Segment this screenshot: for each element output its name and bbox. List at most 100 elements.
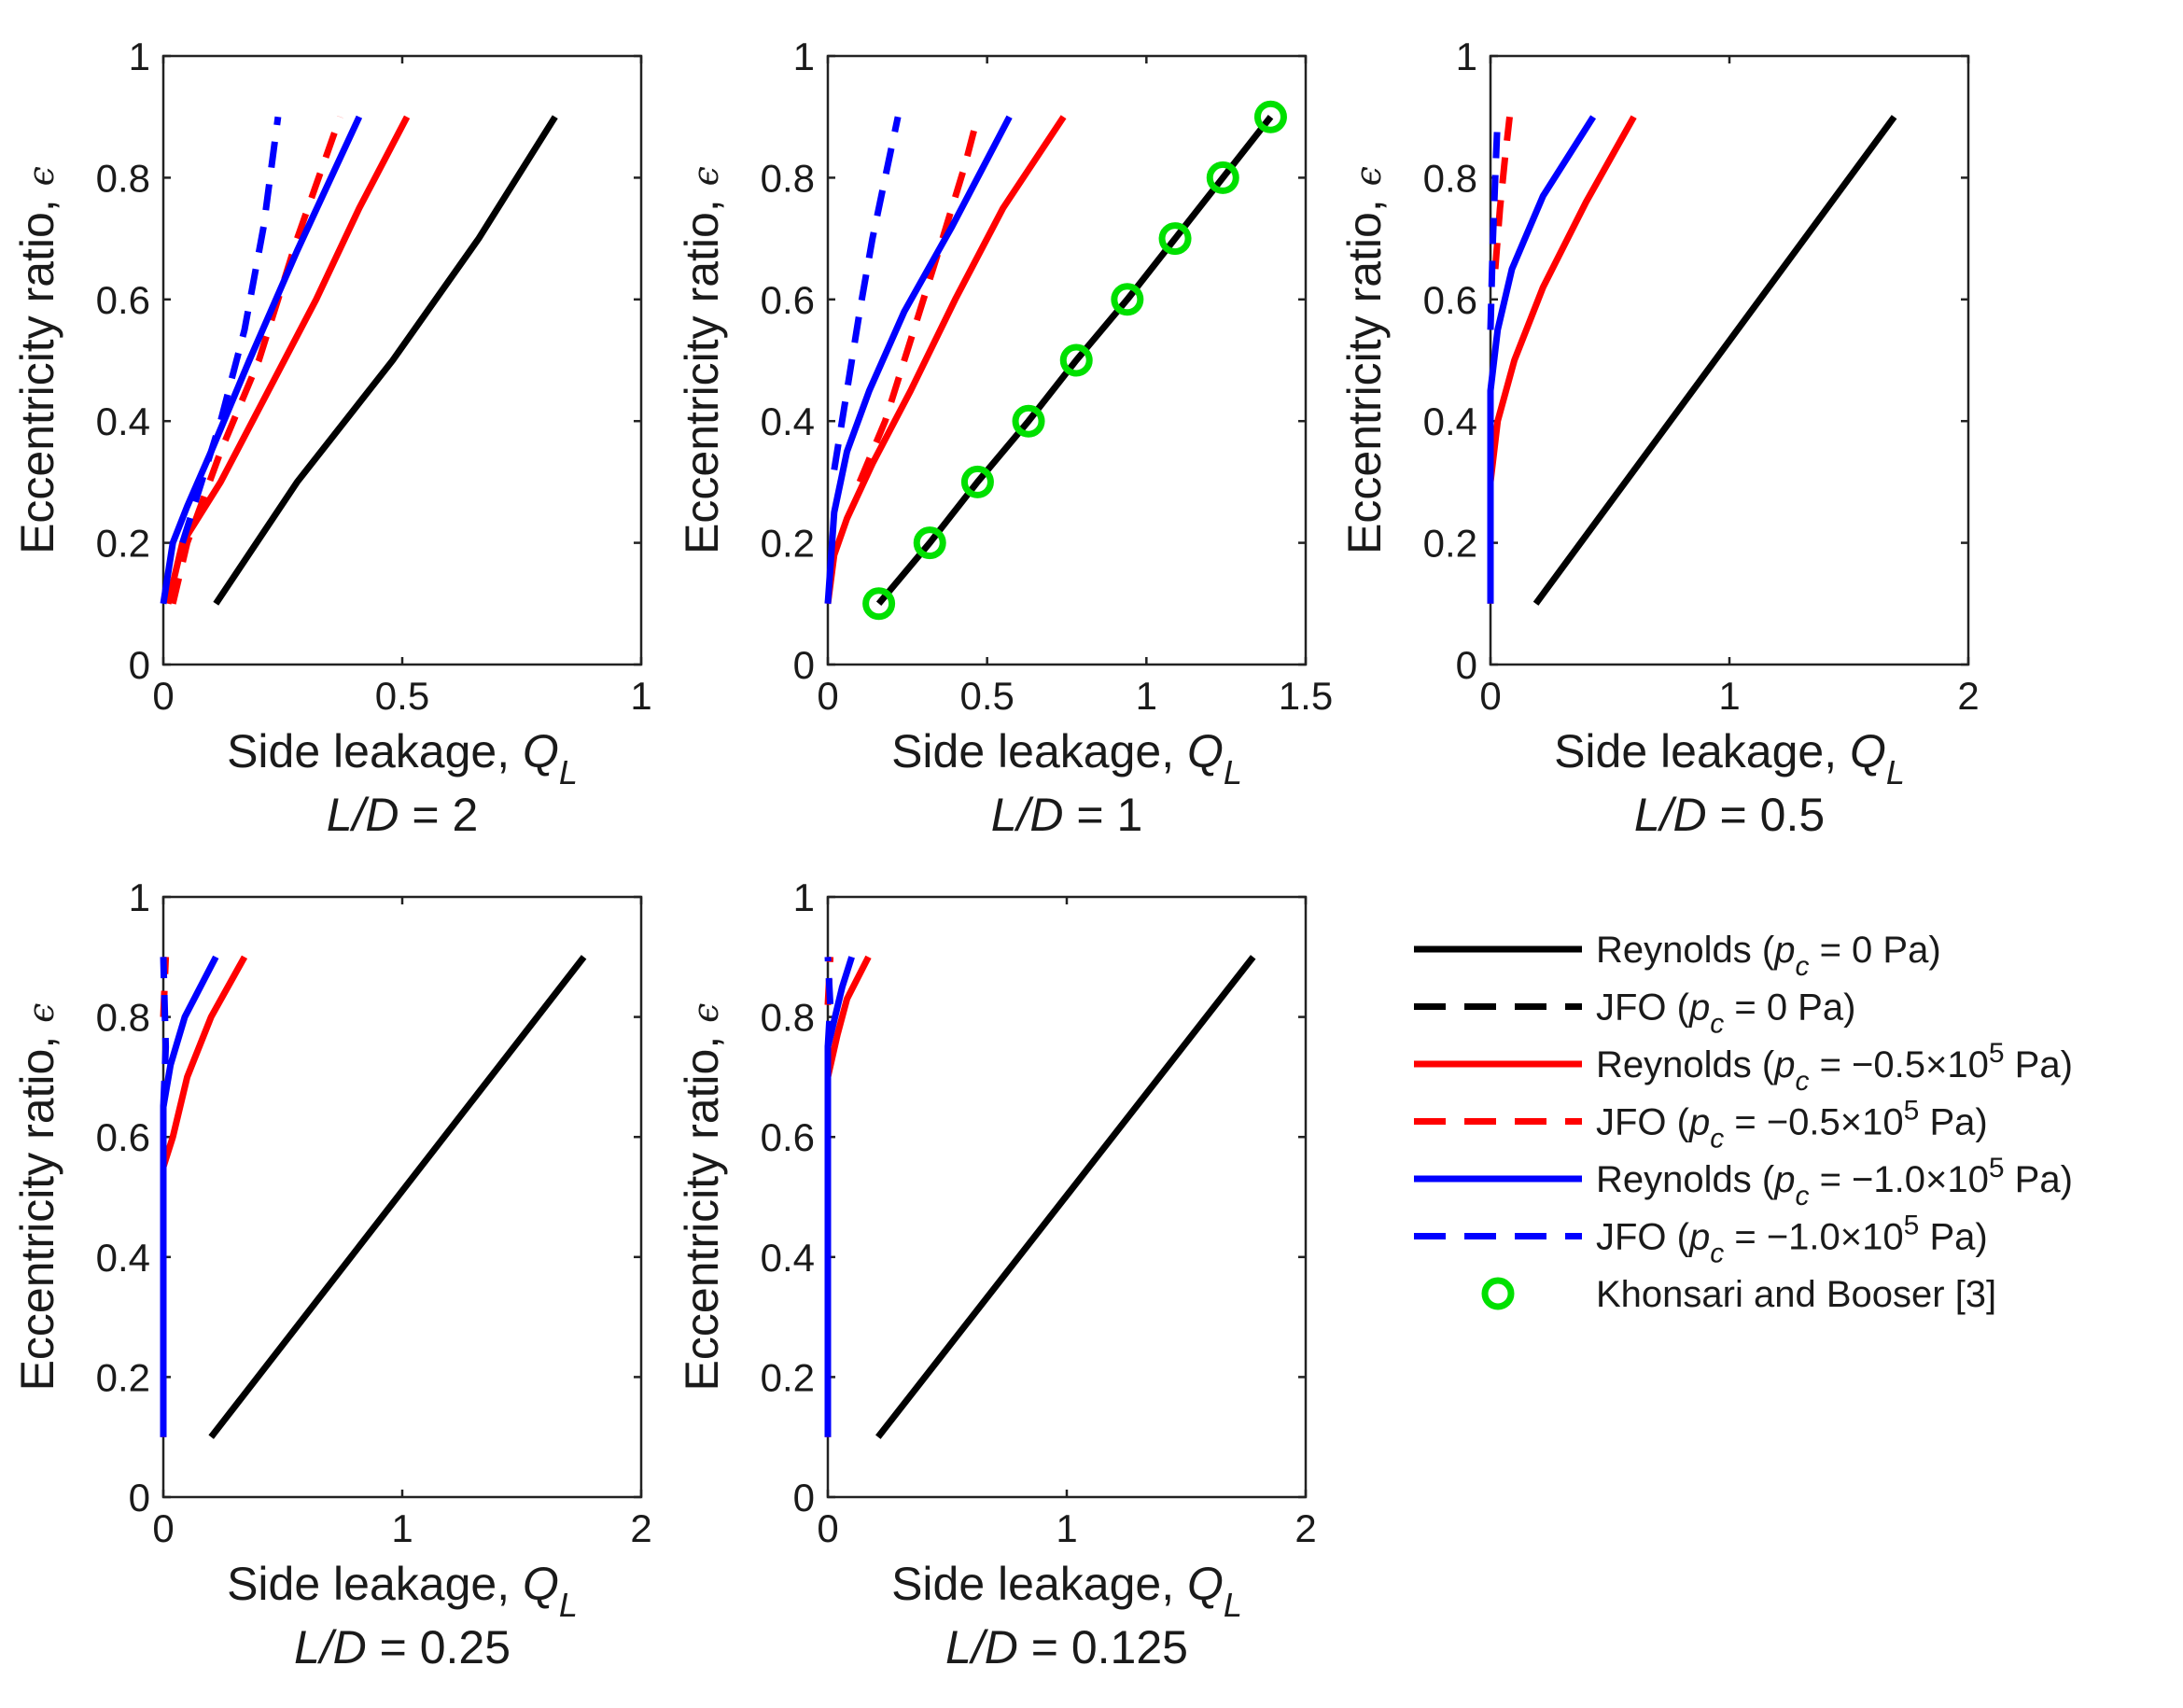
series-reynolds_05-solid bbox=[824, 115, 1067, 605]
panel-subtitle-lhs: L/D bbox=[991, 789, 1064, 841]
legend-label-text: Reynolds ( bbox=[1596, 930, 1775, 971]
x-axis-label: Side leakage, QL bbox=[891, 1558, 1242, 1624]
y-axis-label-symbol: ϵ bbox=[685, 1003, 726, 1023]
series-reynolds_0-solid bbox=[1532, 115, 1897, 606]
legend-label-superscript: 5 bbox=[1989, 1038, 2005, 1069]
legend-label-subscript: c bbox=[1710, 1124, 1724, 1155]
marker-khonsari bbox=[1059, 343, 1093, 377]
y-axis-label-symbol: ϵ bbox=[685, 166, 726, 186]
x-tick-label: 0 bbox=[817, 674, 838, 718]
x-tick-label: 0 bbox=[152, 1506, 174, 1550]
series-reynolds_05-solid bbox=[1487, 115, 1637, 604]
legend-label-tail: = −0.5×10 bbox=[1809, 1044, 1988, 1085]
x-axis-label-symbol: Q bbox=[1187, 1558, 1224, 1610]
series-reynolds_05-solid bbox=[164, 115, 411, 605]
legend-marker-icon bbox=[1481, 1277, 1515, 1310]
series-reynolds_10-solid bbox=[824, 115, 1013, 605]
y-tick-label: 0.6 bbox=[761, 1115, 815, 1159]
legend-label: Reynolds (pc = −0.5×105 Pa) bbox=[1596, 1038, 2073, 1097]
x-axis-label-symbol: Q bbox=[1187, 725, 1224, 777]
series-jfo_05-dashed bbox=[856, 116, 981, 483]
y-tick-label: 1 bbox=[129, 875, 150, 919]
legend-label-tail: = −1.0×10 bbox=[1724, 1217, 1903, 1258]
legend-label-tail: = 0 Pa) bbox=[1809, 930, 1940, 971]
y-tick-label: 0 bbox=[1456, 643, 1477, 687]
x-tick-label: 0 bbox=[152, 674, 174, 718]
panel-subtitle-lhs: L/D bbox=[945, 1621, 1018, 1673]
legend-entry-6: JFO (pc = −1.0×105 Pa) bbox=[1414, 1211, 1988, 1269]
x-axis-label-text: Side leakage, bbox=[891, 725, 1187, 777]
legend-entry-1: Reynolds (pc = 0 Pa) bbox=[1414, 930, 1941, 982]
legend-label: Reynolds (pc = −1.0×105 Pa) bbox=[1596, 1153, 2073, 1211]
series-jfo_10-dashed bbox=[160, 957, 170, 1108]
y-axis-label-text: Eccentricity ratio, bbox=[1338, 186, 1391, 554]
legend: Reynolds (pc = 0 Pa)JFO (pc = 0 Pa)Reyno… bbox=[1414, 930, 2073, 1315]
legend-label-tail: = −1.0×10 bbox=[1809, 1159, 1988, 1200]
series-reynolds_0-solid bbox=[213, 115, 558, 606]
y-axis-label-text: Eccentricity ratio, bbox=[676, 1023, 728, 1392]
marker-khonsari bbox=[1206, 161, 1239, 194]
y-tick-label: 1 bbox=[129, 35, 150, 78]
y-axis-label: Eccentricity ratio, ϵ bbox=[1338, 166, 1391, 554]
panel-subtitle: L/D = 0.25 bbox=[294, 1621, 511, 1673]
series-reynolds_10-solid bbox=[160, 955, 219, 1437]
legend-label: JFO (pc = −0.5×105 Pa) bbox=[1596, 1096, 1988, 1155]
marker-khonsari bbox=[913, 526, 946, 560]
x-tick-label: 2 bbox=[1957, 674, 1979, 718]
marker-khonsari bbox=[1111, 283, 1144, 316]
y-tick-label: 0 bbox=[129, 1476, 150, 1519]
y-tick-label: 0 bbox=[793, 643, 815, 687]
legend-label-superscript: 5 bbox=[1904, 1096, 1920, 1127]
legend-label-tail2: Pa) bbox=[1919, 1102, 1987, 1143]
series-jfo_10-dashed bbox=[179, 116, 282, 544]
legend-label: JFO (pc = −1.0×105 Pa) bbox=[1596, 1211, 1988, 1269]
x-axis-label-subscript: L bbox=[1224, 753, 1242, 791]
legend-label: Khonsari and Booser [3] bbox=[1596, 1274, 1996, 1315]
panel-subtitle-lhs: L/D bbox=[1634, 789, 1707, 841]
panel-subtitle-rhs: = 2 bbox=[399, 789, 479, 841]
legend-label: JFO (pc = 0 Pa) bbox=[1596, 987, 1855, 1040]
x-axis-label-subscript: L bbox=[559, 753, 578, 791]
panel-subtitle: L/D = 2 bbox=[327, 789, 479, 841]
panel-subtitle-rhs: = 1 bbox=[1064, 789, 1143, 841]
panel-1: 0 0.5 1 0 0.2 0.4 0.6 0.8 1 Side leakage, QL Eccen… bbox=[11, 35, 652, 841]
legend-label-subscript: c bbox=[1710, 1009, 1724, 1040]
x-tick-label: 2 bbox=[630, 1506, 651, 1550]
y-tick-label: 0 bbox=[129, 643, 150, 687]
legend-label-subscript: c bbox=[1795, 1181, 1809, 1211]
x-axis-label-text: Side leakage, bbox=[1554, 725, 1850, 777]
y-tick-label: 0.4 bbox=[96, 1236, 150, 1280]
legend-label-tail2: Pa) bbox=[1919, 1217, 1987, 1258]
series-jfo_05-dashed bbox=[169, 116, 343, 605]
x-axis-label: Side leakage, QL bbox=[891, 725, 1242, 791]
x-tick-label: 0.5 bbox=[375, 674, 429, 718]
x-axis-label-symbol: Q bbox=[523, 725, 559, 777]
legend-entry-5: Reynolds (pc = −1.0×105 Pa) bbox=[1414, 1153, 2073, 1211]
y-tick-label: 0.4 bbox=[96, 399, 150, 443]
x-tick-label: 1 bbox=[1718, 674, 1740, 718]
legend-label-subscript: c bbox=[1710, 1239, 1724, 1269]
legend-label-text: JFO ( bbox=[1596, 987, 1690, 1029]
x-axis-label-symbol: Q bbox=[1850, 725, 1886, 777]
x-axis-label-text: Side leakage, bbox=[891, 1558, 1187, 1610]
legend-entry-2: JFO (pc = 0 Pa) bbox=[1414, 987, 1855, 1040]
panel-subtitle: L/D = 0.5 bbox=[1634, 789, 1825, 841]
y-tick-label: 0.2 bbox=[761, 522, 815, 566]
series-reynolds_10-solid bbox=[824, 956, 855, 1437]
legend-label-tail2: Pa) bbox=[2005, 1044, 2073, 1085]
x-axis-label-subscript: L bbox=[1224, 1586, 1242, 1624]
marker-khonsari bbox=[862, 587, 896, 621]
legend-label: Reynolds (pc = 0 Pa) bbox=[1596, 930, 1941, 982]
legend-label-symbol: p bbox=[1773, 1044, 1795, 1085]
x-axis-label-text: Side leakage, bbox=[227, 1558, 523, 1610]
y-tick-label: 0.8 bbox=[761, 156, 815, 200]
legend-label-text: Khonsari and Booser [3] bbox=[1596, 1274, 1996, 1315]
x-axis-label: Side leakage, QL bbox=[1554, 725, 1905, 791]
y-tick-label: 0.6 bbox=[761, 278, 815, 322]
series-reynolds_10-solid bbox=[1487, 115, 1597, 604]
x-tick-label: 1 bbox=[1136, 674, 1157, 718]
legend-label-symbol: p bbox=[1688, 987, 1710, 1029]
y-tick-label: 0.2 bbox=[761, 1355, 815, 1399]
legend-label-tail: = −0.5×10 bbox=[1724, 1102, 1903, 1143]
y-tick-label: 0.8 bbox=[761, 996, 815, 1040]
